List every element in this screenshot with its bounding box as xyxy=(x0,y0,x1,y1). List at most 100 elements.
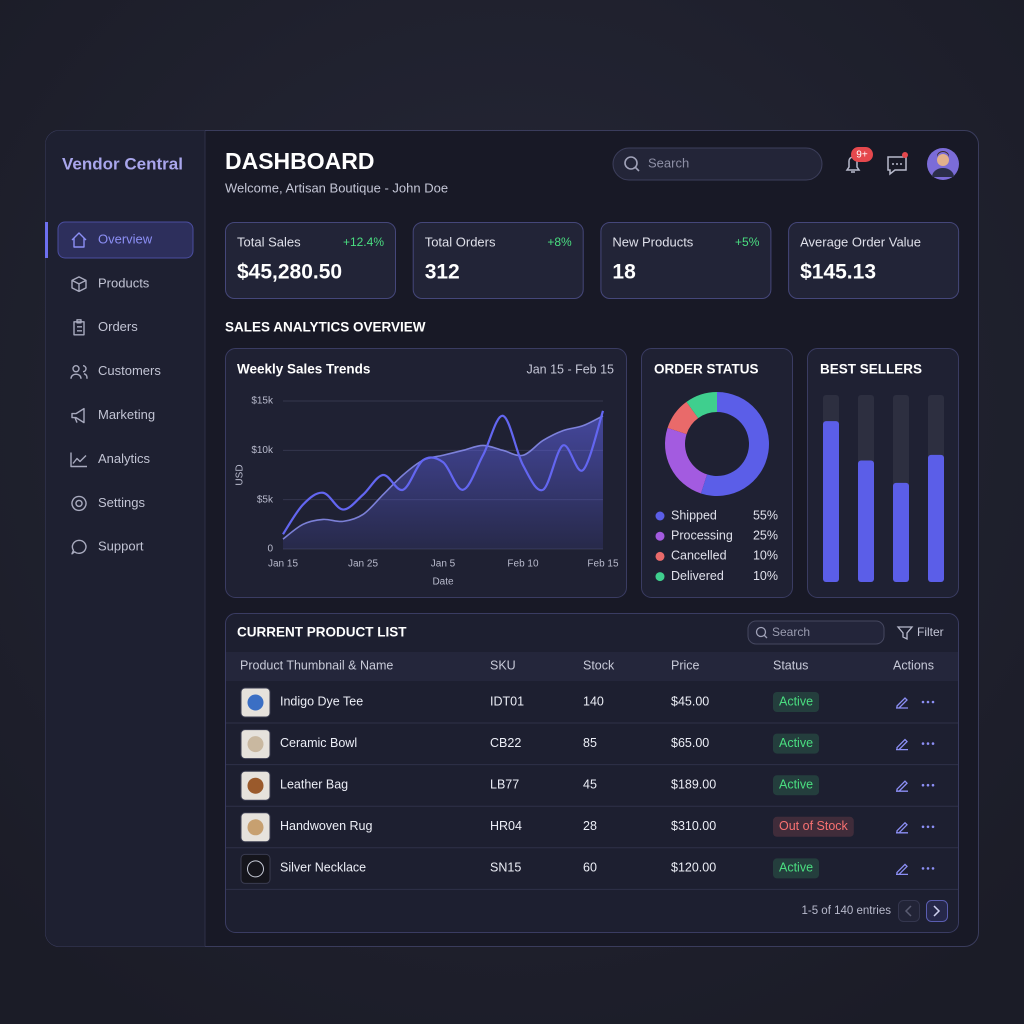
brand: Vendor Central xyxy=(62,154,183,173)
notification-badge xyxy=(851,147,873,162)
status-badge xyxy=(773,816,854,837)
legend-value: 55% xyxy=(753,508,778,522)
status-badge xyxy=(773,858,820,879)
product-thumbnail-art xyxy=(247,777,264,794)
page-prev[interactable] xyxy=(898,900,920,922)
chart-card xyxy=(807,348,959,598)
product-price: $310.00 xyxy=(671,819,716,833)
status-label: Active xyxy=(779,777,813,791)
more-icon[interactable] xyxy=(926,825,930,829)
more-icon[interactable] xyxy=(921,867,925,870)
status-badge xyxy=(773,692,820,712)
more-icon[interactable] xyxy=(926,867,930,870)
y-tick-label: $5k xyxy=(257,494,274,505)
more-icon[interactable] xyxy=(921,742,925,745)
y-tick-label: 0 xyxy=(267,544,273,555)
filter-label[interactable]: Filter xyxy=(917,625,944,639)
nav-icon xyxy=(71,276,87,293)
nav-icon xyxy=(71,539,87,555)
more-icon[interactable] xyxy=(926,783,930,787)
product-sku: CB22 xyxy=(490,736,521,750)
page-subtitle: Welcome, Artisan Boutique - John Doe xyxy=(225,180,448,195)
column-header: Actions xyxy=(893,658,934,672)
page-next[interactable] xyxy=(926,900,948,922)
kpi-value: $45,280.50 xyxy=(237,261,342,284)
kpi-change: +5% xyxy=(735,235,760,249)
more-icon[interactable] xyxy=(921,825,925,829)
legend-swatch xyxy=(655,551,665,561)
chart-title: ORDER STATUS xyxy=(654,362,759,377)
kpi-card xyxy=(788,222,960,299)
column-header: SKU xyxy=(490,658,516,672)
kpi-label: Average Order Value xyxy=(800,234,921,249)
more-icon[interactable] xyxy=(931,867,935,870)
nav-item[interactable]: Support xyxy=(98,539,144,554)
nav-item[interactable]: Customers xyxy=(98,363,161,378)
product-table: CURRENT PRODUCT LIST Search Filter Product … xyxy=(225,613,959,933)
legend-label: Delivered xyxy=(671,569,724,583)
legend-label: Cancelled xyxy=(671,549,727,563)
product-sku: LB77 xyxy=(490,777,519,791)
pagination-info: 1-5 of 140 entries xyxy=(801,905,891,917)
more-icon[interactable] xyxy=(931,742,935,745)
search-icon xyxy=(624,156,638,170)
product-name: Indigo Dye Tee xyxy=(280,694,363,708)
sidebar xyxy=(45,130,205,947)
product-name: Leather Bag xyxy=(280,777,348,791)
product-sku: IDT01 xyxy=(490,694,524,708)
kpi-value: 312 xyxy=(425,261,460,284)
product-name: Silver Necklace xyxy=(280,861,366,875)
kpis: Total Sales +12.4%$45,280.50 Total Orders +… xyxy=(225,222,960,299)
x-tick-label: Feb 15 xyxy=(587,559,619,570)
nav-item[interactable]: Analytics xyxy=(98,451,151,466)
product-price: $45.00 xyxy=(671,694,709,708)
kpi-value: $145.13 xyxy=(800,261,876,284)
status-badge xyxy=(773,733,820,754)
search-box[interactable] xyxy=(612,147,823,181)
column-header: Stock xyxy=(583,658,615,672)
kpi-label: New Products xyxy=(612,234,693,249)
table-search[interactable] xyxy=(747,620,885,645)
column-header: Product Thumbnail & Name xyxy=(240,658,393,672)
product-sku: HR04 xyxy=(490,819,522,833)
table-header-row xyxy=(226,652,958,681)
messages-icon[interactable] xyxy=(887,156,907,176)
product-thumbnail xyxy=(240,853,271,884)
charts: Weekly Sales Trends Jan 15 - Feb 15 0 $5k $1… xyxy=(225,348,959,598)
y-tick-label: $15k xyxy=(251,396,274,407)
messages-icon xyxy=(892,163,894,165)
kpi-value: 18 xyxy=(612,261,636,284)
product-price: $65.00 xyxy=(671,736,709,750)
column-header: Status xyxy=(773,658,808,672)
nav-item[interactable]: Overview xyxy=(98,231,153,246)
edit-icon[interactable] xyxy=(896,697,908,709)
more-icon[interactable] xyxy=(921,700,925,704)
edit-icon[interactable] xyxy=(896,821,908,834)
filter-icon[interactable] xyxy=(896,626,914,641)
nav-item[interactable]: Settings xyxy=(98,495,145,510)
more-icon[interactable] xyxy=(926,742,930,745)
legend-label: Shipped xyxy=(671,508,717,522)
messages-icon xyxy=(900,163,902,165)
more-icon[interactable] xyxy=(931,783,935,787)
nav-item[interactable]: Products xyxy=(98,275,150,290)
nav-item[interactable]: Marketing xyxy=(98,407,155,422)
status-label: Active xyxy=(779,861,813,875)
product-sku: SN15 xyxy=(490,861,521,875)
line xyxy=(282,410,605,535)
page-prev-icon xyxy=(904,905,912,917)
product-thumbnail-art xyxy=(247,860,264,878)
edit-icon[interactable] xyxy=(896,780,908,792)
more-icon[interactable] xyxy=(926,700,930,704)
product-name: Handwoven Rug xyxy=(280,819,372,833)
more-icon[interactable] xyxy=(931,700,935,704)
edit-icon[interactable] xyxy=(896,863,908,876)
donut-segment xyxy=(667,401,699,435)
nav-item[interactable]: Orders xyxy=(98,319,138,334)
column-header: Price xyxy=(671,658,700,672)
table-card xyxy=(225,613,959,933)
page-next-icon xyxy=(933,905,941,917)
more-icon[interactable] xyxy=(931,825,935,829)
more-icon[interactable] xyxy=(921,783,925,787)
edit-icon[interactable] xyxy=(896,738,908,751)
